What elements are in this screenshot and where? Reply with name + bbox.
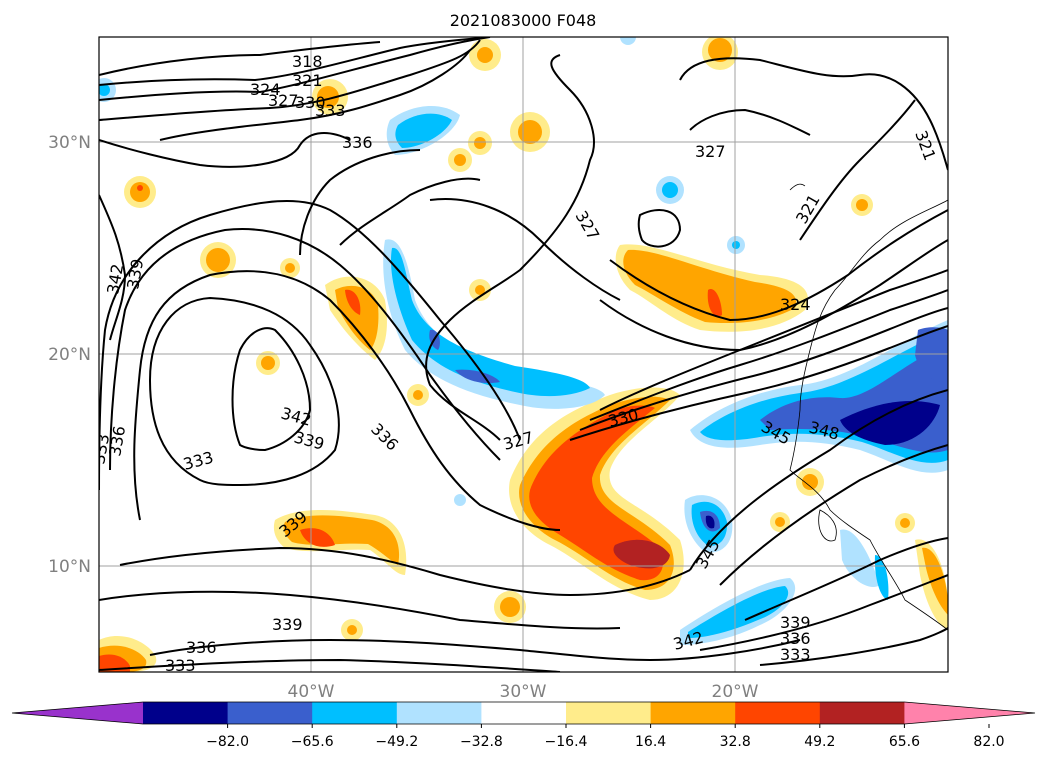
colorbar-tick-label: 65.6 xyxy=(889,734,920,750)
positive-anomaly-region xyxy=(283,515,400,565)
positive-anomaly-region xyxy=(613,539,670,569)
latitude-labels: 30°N 20°N 10°N xyxy=(48,133,91,577)
positive-anomaly-region xyxy=(529,405,664,581)
contour-label: 339 xyxy=(272,615,303,634)
colorbar-segment xyxy=(143,702,229,724)
graticule xyxy=(99,37,948,672)
contour-label: 333 xyxy=(315,101,346,120)
positive-anomaly-region xyxy=(345,289,361,315)
contour-label: 324 xyxy=(250,80,281,99)
colorbar-segment xyxy=(396,702,482,724)
contour-label: 333 xyxy=(780,645,811,664)
lon-label: 20°W xyxy=(712,682,759,702)
colorbar-tick-label: −65.6 xyxy=(291,734,334,750)
colorbar-tick-label: −32.8 xyxy=(460,734,503,750)
contour-labels: 318 321 324 327 330 333 336 327 321 321 … xyxy=(99,52,940,675)
colorbar-tick-label: 32.8 xyxy=(720,734,751,750)
colorbar-tick-label: 16.4 xyxy=(635,734,666,750)
lon-label: 40°W xyxy=(288,682,335,702)
contour-label: 324 xyxy=(780,295,811,314)
colorbar-segment xyxy=(566,702,652,724)
contour-label: 327 xyxy=(268,91,299,110)
positive-anomaly-region xyxy=(300,528,335,547)
negative-anomaly-region xyxy=(383,239,605,409)
colorbar-segment xyxy=(650,702,736,724)
map-area: 318 321 324 327 330 333 336 327 321 321 … xyxy=(99,37,948,675)
lat-label: 10°N xyxy=(48,557,91,577)
colorbar-tick-label: 49.2 xyxy=(804,734,835,750)
colorbar-segment xyxy=(735,702,821,724)
positive-anomaly-region xyxy=(335,285,379,350)
contour-label: 336 xyxy=(780,629,811,648)
map-frame xyxy=(98,36,949,673)
colorbar-tick-label: −16.4 xyxy=(545,734,588,750)
colorbar-tick-label: 82.0 xyxy=(973,734,1004,750)
colorbar-segment xyxy=(312,702,398,724)
contour-label: 336 xyxy=(186,638,217,657)
contour-label: 339 xyxy=(780,613,811,632)
positive-anomaly-region xyxy=(707,289,722,317)
contour-label: 318 xyxy=(292,52,323,71)
positive-anomaly-region xyxy=(623,249,797,324)
shading-layer xyxy=(99,37,948,672)
colorbar-segment xyxy=(481,702,567,724)
longitude-labels: 40°W 30°W 20°W xyxy=(288,682,759,702)
negative-anomaly-region xyxy=(390,247,590,397)
colorbar: −82.0 −65.6 −49.2 −32.8 −16.4 16.4 32.8 49.2 65.… xyxy=(11,701,1036,750)
lat-label: 30°N xyxy=(48,133,91,153)
contour-label: 336 xyxy=(342,133,373,152)
contour-label: 327 xyxy=(695,142,726,161)
colorbar-segment xyxy=(819,702,905,724)
colorbar-segment xyxy=(227,702,313,724)
colorbar-tick-label: −82.0 xyxy=(206,734,249,750)
colorbar-outline xyxy=(11,701,1036,725)
colorbar-tick-label: −49.2 xyxy=(375,734,418,750)
lon-label: 30°W xyxy=(500,682,547,702)
coastline xyxy=(789,183,948,631)
colorbar-extend-low xyxy=(12,702,143,724)
contour-label: 330 xyxy=(295,93,326,112)
lat-label: 20°N xyxy=(48,345,91,365)
map-title: 2021083000 F048 xyxy=(450,11,597,30)
contour-lines xyxy=(99,37,948,672)
contour-label: 321 xyxy=(292,71,323,90)
colorbar-extend-high xyxy=(904,702,1035,724)
contour-label: 333 xyxy=(165,656,196,675)
